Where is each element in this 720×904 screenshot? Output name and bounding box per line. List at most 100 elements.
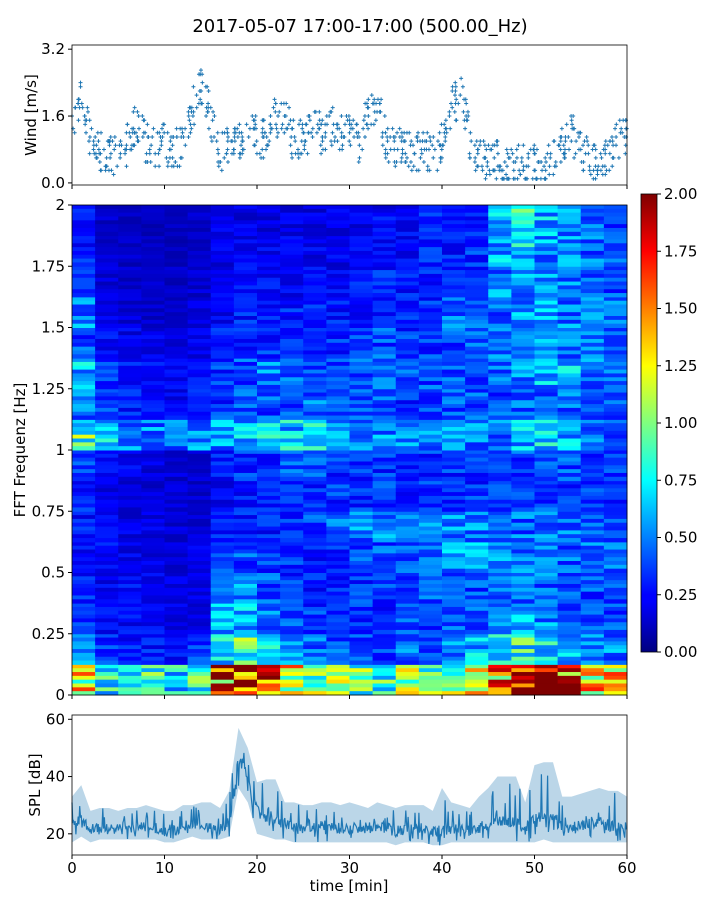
spectrogram-cell	[557, 668, 582, 673]
spectrogram-cell	[511, 430, 535, 436]
spectrogram-cell	[187, 300, 212, 306]
wind-point	[157, 130, 162, 135]
spectrogram-cell	[164, 216, 189, 221]
spectrogram-cell	[349, 495, 374, 501]
spectrogram-cell	[557, 384, 582, 390]
wind-point	[453, 80, 458, 85]
wind-point	[504, 176, 509, 181]
wind-point	[526, 151, 531, 156]
spectrogram-cell	[534, 205, 559, 210]
spectrogram-cell	[187, 614, 212, 619]
spectrogram-cell	[442, 304, 466, 309]
spectrogram-ytick-label: 2	[55, 196, 65, 214]
spectrogram-cell	[488, 266, 512, 271]
spectrogram-cell	[280, 610, 304, 616]
spectrogram-cell	[257, 365, 281, 371]
spectrogram-cell	[442, 660, 466, 665]
spectrogram-cell	[95, 400, 119, 405]
spectrogram-cell	[326, 266, 350, 271]
wind-point	[132, 105, 137, 110]
spectrogram-cell	[280, 450, 304, 455]
wind-point	[546, 143, 551, 148]
spectrogram-cell	[603, 247, 628, 252]
wind-point	[330, 105, 335, 110]
spectrogram-cell	[349, 534, 374, 539]
wind-point	[119, 143, 124, 148]
spectrogram-cell	[557, 258, 582, 263]
spectrogram-cell	[118, 587, 142, 593]
spectrogram-cell	[557, 549, 582, 554]
spectrogram-cell	[349, 633, 374, 639]
spectrogram-cell	[488, 373, 512, 378]
spectrogram-cell	[233, 231, 258, 237]
spectrogram-cell	[164, 358, 189, 363]
spectrogram-cell	[488, 427, 512, 432]
spectrogram-cell	[233, 652, 258, 658]
spectrogram-cell	[95, 208, 119, 214]
spectrogram-cell	[418, 484, 443, 489]
spectrogram-cell	[187, 373, 212, 378]
spectrogram-cell	[118, 361, 142, 367]
wind-point	[586, 143, 591, 148]
spectrogram-cell	[442, 369, 466, 374]
spectrogram-cell	[118, 419, 142, 424]
spectrogram-cell	[257, 262, 281, 267]
wind-point	[614, 143, 619, 148]
spectrogram-cell	[557, 411, 582, 417]
spectrogram-cell	[349, 350, 374, 355]
spectrogram-cell	[95, 595, 119, 600]
spectrogram-cell	[442, 423, 466, 428]
spectrogram-cell	[511, 457, 535, 462]
spectrogram-cell	[233, 675, 258, 681]
spectrogram-cell	[511, 293, 535, 298]
spectrogram-cell	[233, 465, 258, 470]
wind-point	[298, 118, 303, 123]
spectrogram-cell	[303, 576, 327, 581]
spectrogram-cell	[95, 652, 119, 658]
spectrogram-cell	[534, 599, 559, 604]
spectrogram-cell	[118, 377, 142, 382]
spectrogram-cell	[557, 541, 582, 547]
wind-point	[558, 147, 563, 152]
spectrogram-cell	[257, 335, 281, 340]
spectrogram-cell	[418, 606, 443, 612]
spectrogram-cell	[303, 476, 327, 482]
wind-point	[543, 176, 548, 181]
spectrogram-cell	[141, 254, 165, 260]
spectrogram-cell	[580, 492, 605, 497]
spectrogram-cell	[395, 626, 420, 631]
spectrogram-cell	[580, 220, 605, 225]
wind-point	[237, 130, 242, 135]
spectrogram-cell	[233, 270, 258, 275]
wind-point	[206, 126, 211, 131]
spectrogram-cell	[118, 503, 142, 508]
spectrogram-cell	[72, 354, 96, 359]
spectrogram-cell	[187, 610, 212, 616]
wind-point	[444, 130, 449, 135]
wind-point	[360, 147, 365, 152]
spectrogram-cell	[395, 522, 420, 528]
spectrogram-cell	[395, 319, 420, 325]
spectrogram-cell	[465, 434, 489, 440]
wind-point	[411, 164, 416, 169]
spectrogram-cell	[557, 465, 582, 470]
spectrogram-cell	[395, 419, 420, 424]
spectrogram-cell	[603, 499, 628, 505]
wind-point	[542, 164, 547, 169]
wind-point	[372, 97, 377, 102]
wind-point	[159, 126, 164, 131]
spectrogram-cell	[280, 270, 304, 275]
wind-point	[377, 101, 382, 106]
spectrogram-cell	[233, 461, 258, 466]
spectrogram-cell	[72, 220, 96, 225]
spectrogram-cell	[534, 235, 559, 240]
spectrogram-cell	[72, 469, 96, 474]
spectrogram-cell	[465, 668, 489, 673]
spectrogram-cell	[603, 526, 628, 531]
spectrogram-cell	[187, 281, 212, 286]
spectrogram-cell	[418, 576, 443, 581]
spectrogram-cell	[280, 346, 304, 351]
spectrogram-cell	[141, 576, 165, 581]
spectrogram-cell	[280, 365, 304, 371]
spectrogram-cell	[534, 629, 559, 635]
